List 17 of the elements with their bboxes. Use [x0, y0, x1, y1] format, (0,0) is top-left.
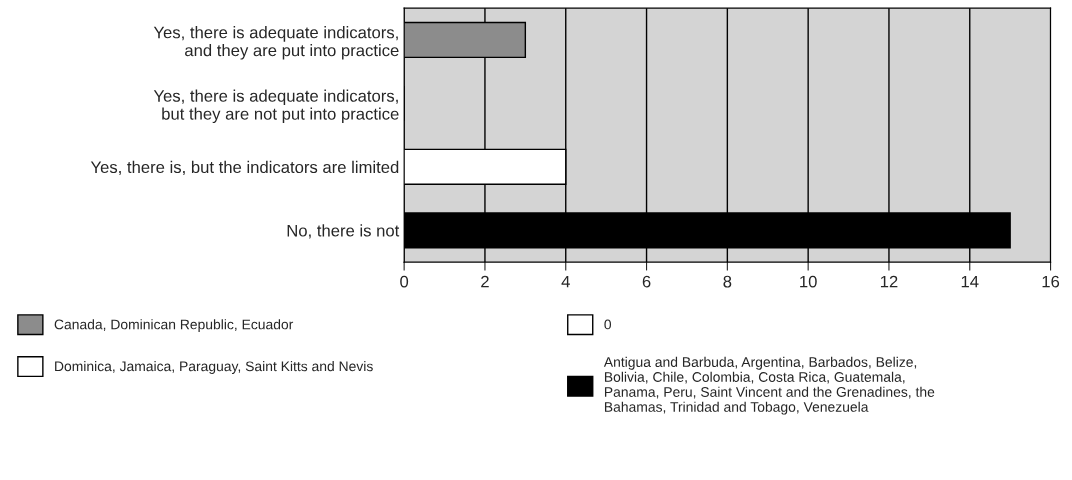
y-tick-label: No, there is not — [287, 224, 400, 239]
x-tick-label: 8 — [723, 275, 732, 288]
y-tick-label: Yes, there is adequate indicators, but they are not put into practice — [153, 89, 399, 124]
x-tick-label: 14 — [961, 275, 979, 288]
x-tick-label: 2 — [481, 275, 489, 288]
legend-label: Canada, Dominican Republic, Ecuador — [54, 319, 294, 333]
x-tick-label: 12 — [880, 275, 898, 288]
x-tick-label: 0 — [400, 275, 409, 288]
y-tick-label: Yes, there is, but the indicators are limited — [90, 160, 399, 176]
x-tick-label: 10 — [800, 275, 817, 288]
x-tick-label: 6 — [642, 275, 651, 288]
legend-label: 0 — [604, 319, 612, 330]
x-tick-label: 16 — [1042, 275, 1060, 288]
legend-label: Antigua and Barbuda, Argentina, Barbados, Belize, Bolivia, Chile, Colombia, Costa Rica, Guatemala, Panama, Peru, Saint Vincent and the Grenadines, the Bahamas, Trinidad and Tobago, Venezuela — [603, 356, 935, 415]
x-tick-label: 4 — [561, 275, 570, 288]
legend-label: Dominica, Jamaica, Paraguay, Saint Kitts and Nevis — [55, 361, 373, 374]
y-tick-label: Yes, there is adequate indicators, and they are put into practice — [153, 26, 399, 60]
